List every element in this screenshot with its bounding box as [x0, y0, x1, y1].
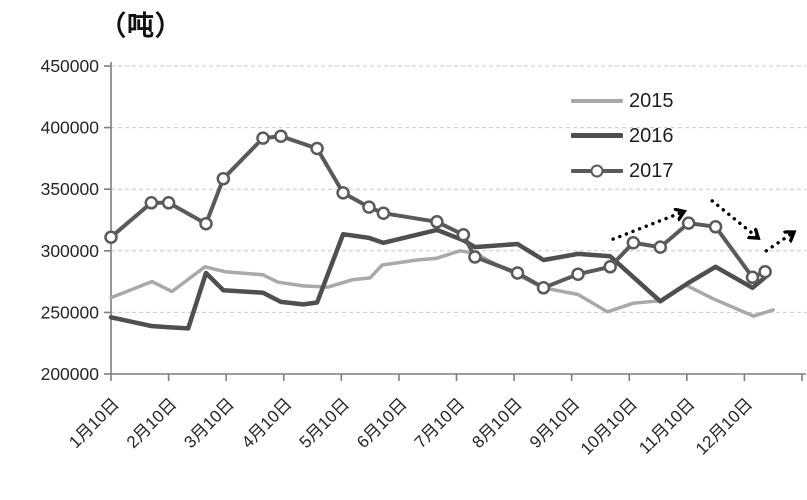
series-marker-2017 [571, 267, 585, 281]
y-tick-label: 450000 [41, 56, 100, 76]
legend-item-2016: 2016 [571, 118, 674, 153]
series-marker-2017 [468, 250, 482, 264]
y-tick-label: 400000 [41, 118, 100, 138]
x-tick-label: 10月10日 [577, 394, 641, 458]
series-marker-2017 [336, 186, 350, 200]
legend-item-2017: 2017 [571, 153, 674, 188]
y-tick-label: 200000 [41, 364, 100, 384]
series-marker-2017 [758, 264, 772, 279]
legend-swatch-2015-line [571, 98, 623, 103]
x-tick-label: 3月10日 [180, 394, 238, 452]
legend-label-2015: 2015 [629, 89, 674, 112]
x-tick-label: 7月10日 [411, 394, 469, 452]
x-tick-label: 8月10日 [468, 394, 526, 452]
series-marker-2017 [681, 216, 696, 230]
trend-arrow-2 [710, 199, 757, 237]
series-marker-2017 [274, 129, 288, 143]
x-tick-label: 11月10日 [635, 394, 698, 457]
series-marker-2017 [216, 171, 231, 186]
series-marker-2017 [199, 216, 213, 231]
series-marker-2017 [362, 200, 376, 214]
y-tick-label: 250000 [41, 302, 100, 322]
x-tick-label: 6月10日 [353, 394, 411, 452]
y-tick-label: 350000 [41, 179, 100, 199]
series-marker-2017 [104, 230, 118, 244]
x-tick-label: 1月10日 [65, 394, 123, 452]
series-marker-2017 [256, 131, 270, 145]
legend-label-2017: 2017 [629, 159, 674, 182]
legend-swatch-2017-line-marker [571, 164, 623, 177]
legend-item-2015: 2015 [571, 83, 674, 118]
axis-unit-title: （吨） [99, 11, 183, 41]
legend-swatch-2016-line [571, 133, 623, 138]
chart-legend: 2015 2016 2017 [571, 83, 674, 188]
series-marker-2017 [161, 196, 176, 210]
trend-arrow-3 [764, 233, 793, 253]
series-marker-2017 [310, 141, 324, 156]
x-tick-label: 12月10日 [692, 394, 756, 458]
series-marker-2017 [376, 206, 391, 220]
x-tick-label: 5月10日 [296, 394, 354, 452]
x-tick-label: 2月10日 [123, 394, 181, 452]
series-line-2016 [108, 227, 768, 331]
legend-label-2016: 2016 [629, 124, 674, 147]
series-marker-2017 [536, 281, 551, 295]
series-marker-2017 [144, 196, 159, 210]
y-tick-label: 300000 [41, 241, 100, 261]
x-tick-label: 4月10日 [238, 394, 296, 452]
series-marker-2017 [626, 236, 641, 250]
series-marker-2017 [603, 260, 617, 274]
series-marker-2017 [510, 266, 525, 280]
series-marker-2017 [430, 215, 444, 229]
x-tick-label: 9月10日 [526, 394, 584, 452]
series-marker-2017 [708, 220, 723, 234]
series-marker-2017 [745, 270, 760, 285]
series-marker-2017 [653, 240, 668, 254]
series-marker-2017 [456, 228, 471, 242]
trend-arrow-1 [611, 212, 683, 241]
series-line-2015 [109, 249, 775, 318]
